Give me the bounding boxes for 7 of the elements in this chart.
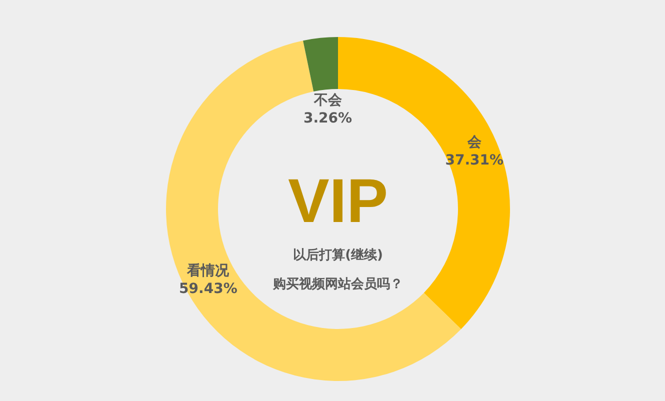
slice-label: 看情况: [186, 262, 230, 280]
slice-label: 会: [466, 134, 482, 151]
donut-slice: [303, 37, 338, 92]
slice-label: 不会: [312, 92, 343, 109]
data-label: 3.26%: [303, 110, 352, 127]
text: 以后打算(继续) 购买视频网站会员吗？: [272, 247, 403, 292]
text: VIP: [288, 167, 388, 236]
